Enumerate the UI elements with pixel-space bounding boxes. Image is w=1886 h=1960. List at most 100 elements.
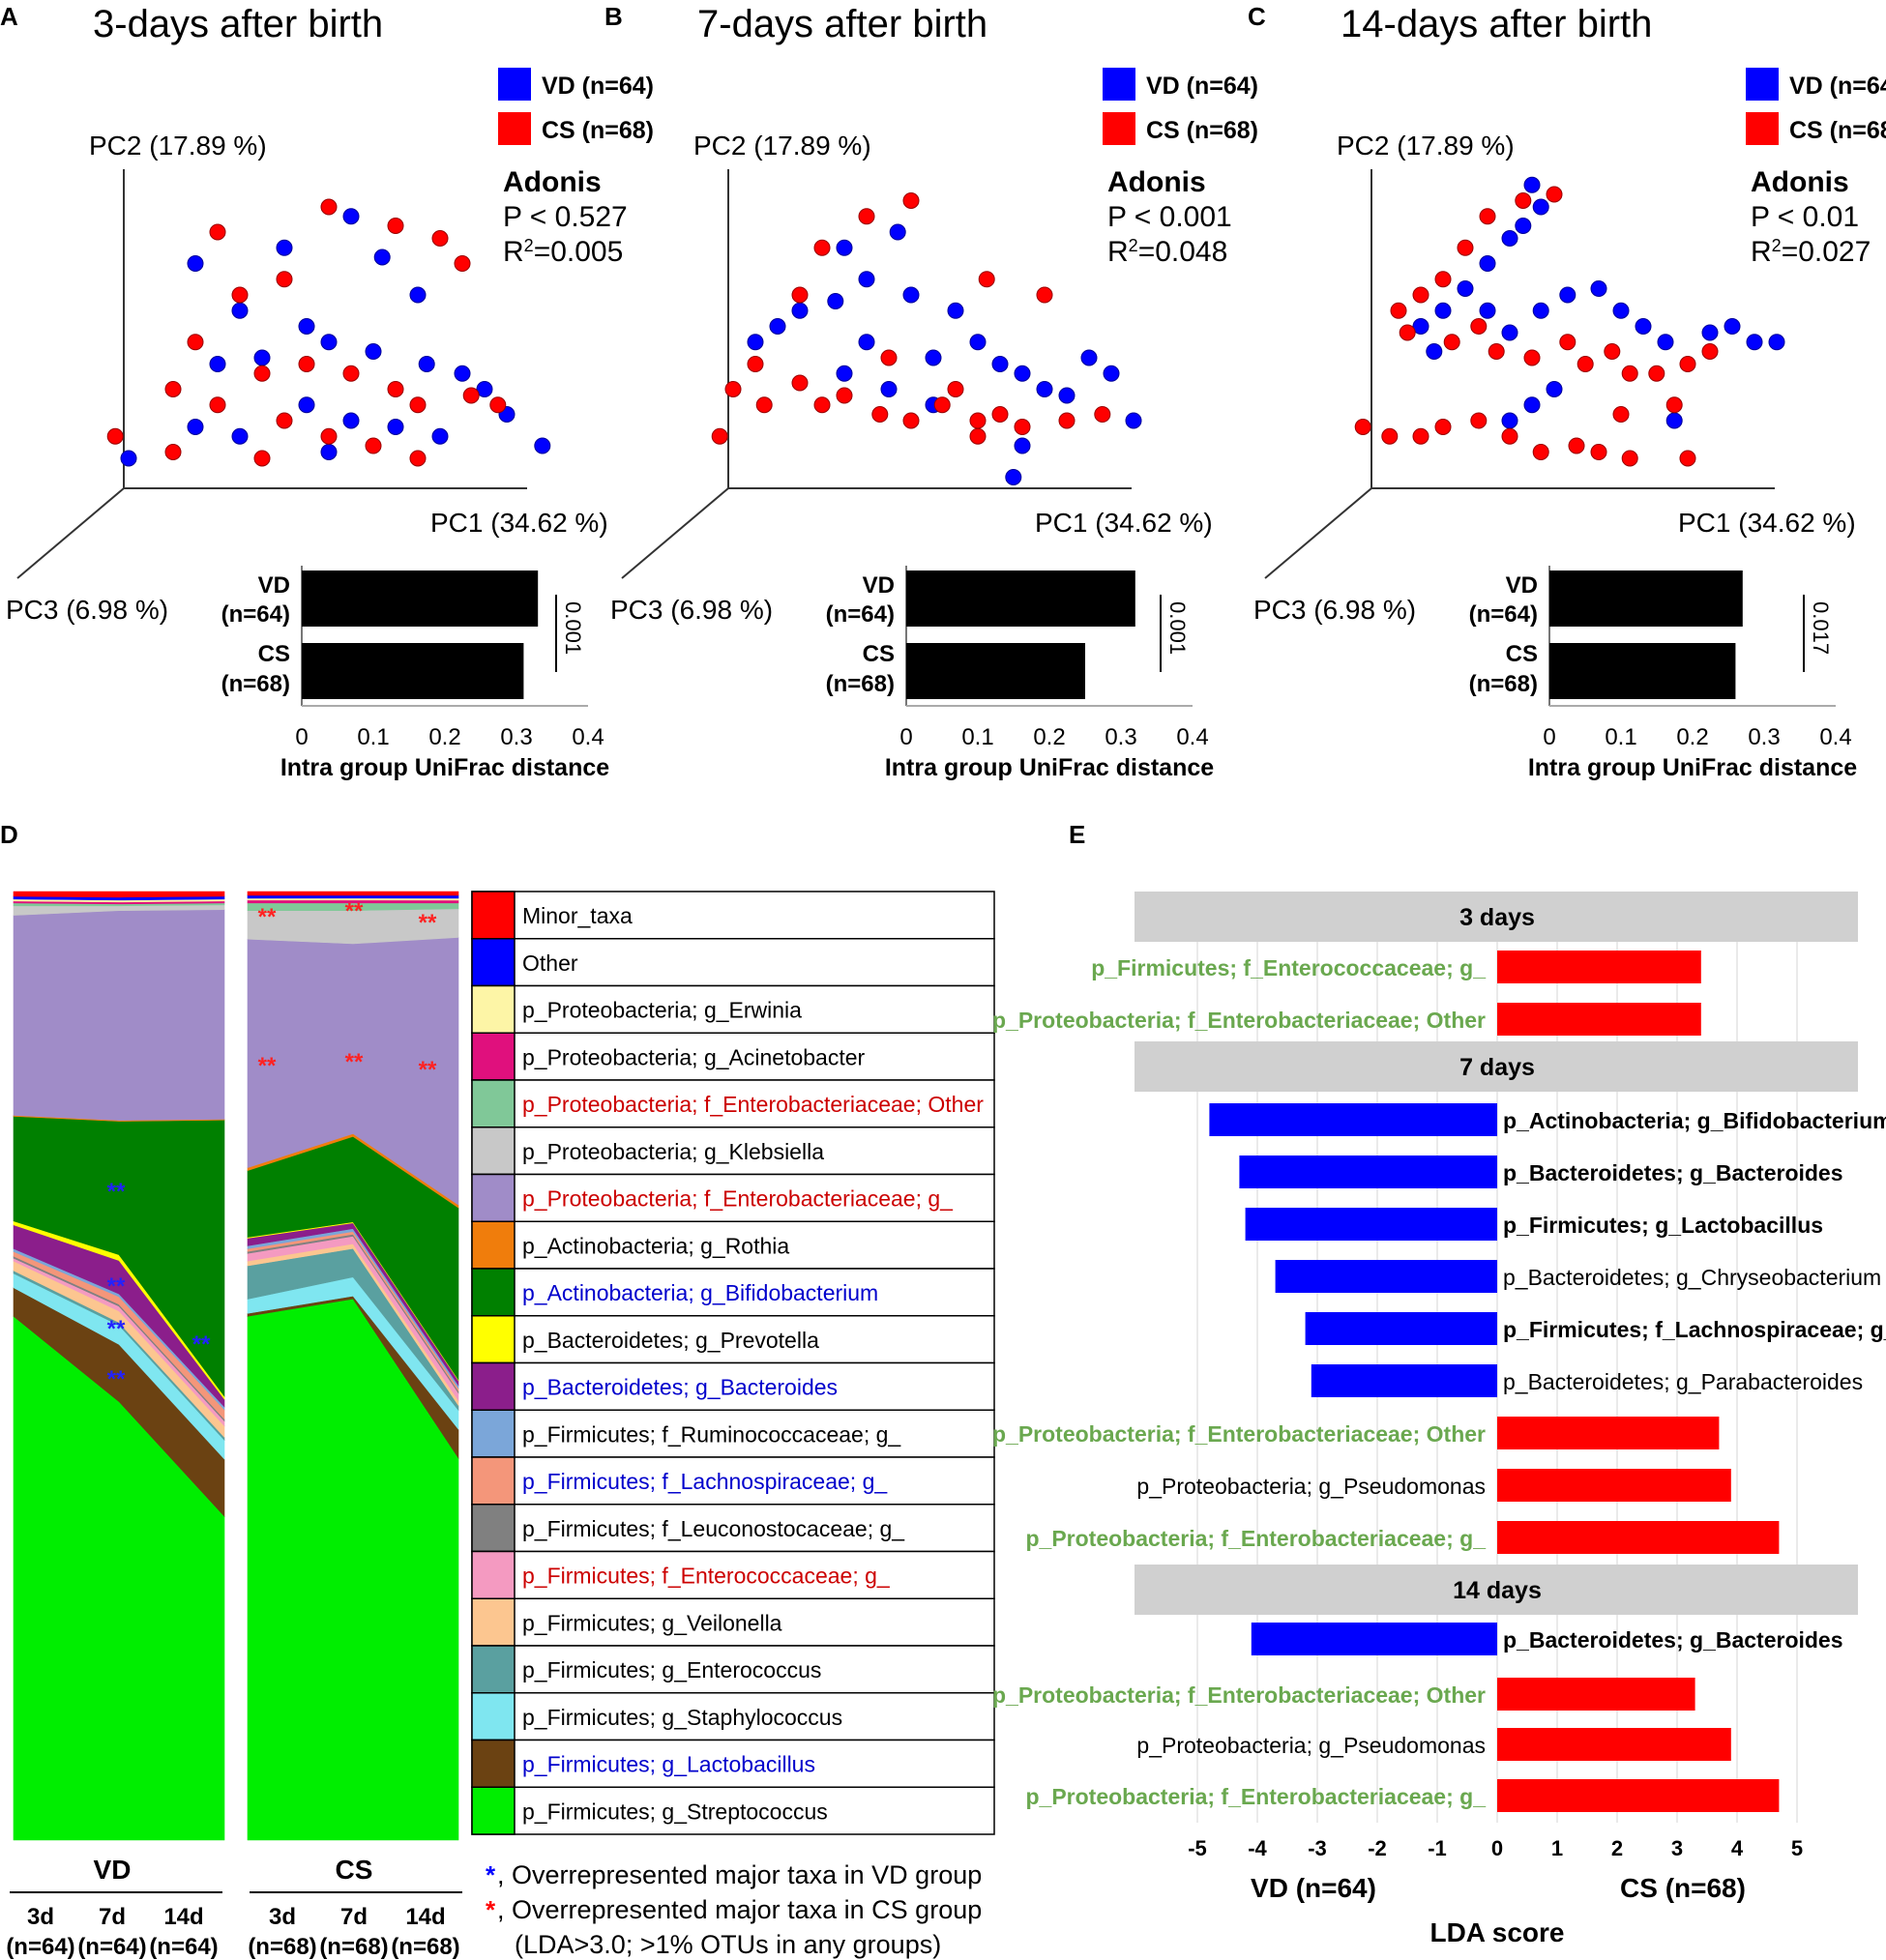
legend-label: p_Actinobacteria; g_Rothia xyxy=(522,1233,789,1258)
vd-point xyxy=(1523,396,1541,414)
legend-swatch xyxy=(471,1409,516,1458)
legend-row xyxy=(471,938,995,987)
adonis-title: Adonis xyxy=(503,166,602,198)
cs-lda-bar xyxy=(1497,1003,1701,1036)
lda-tick-label: -4 xyxy=(1248,1836,1267,1860)
taxon-label: p_Bacteroidetes; g_Bacteroides xyxy=(1503,1160,1843,1185)
panel-a: A 3-days after birth VD (n=64) CS (n=68) PC2… xyxy=(0,2,654,781)
cs-lda-bar xyxy=(1497,1521,1780,1554)
legend-swatch xyxy=(471,891,516,940)
panel-letter: B xyxy=(604,2,623,31)
cs-point xyxy=(724,381,742,397)
vd-point xyxy=(342,208,360,225)
legend-swatch xyxy=(471,1079,516,1128)
cs-point xyxy=(231,286,249,304)
vd-point xyxy=(827,293,844,309)
cs-point xyxy=(871,406,889,423)
vd-point xyxy=(1479,255,1496,272)
cs-point xyxy=(1412,286,1429,304)
significance-marker: ** xyxy=(107,1179,126,1205)
significance-marker: ** xyxy=(345,1049,364,1075)
cs-legend-label: CS (n=68) xyxy=(1789,117,1886,144)
vd-point xyxy=(1746,334,1763,351)
cs-point xyxy=(902,412,920,429)
legend-label: p_Actinobacteria; g_Bifidobacterium xyxy=(522,1280,878,1305)
legend-row xyxy=(471,1268,995,1317)
group-header: 14 days xyxy=(1453,1577,1542,1604)
cs-bar-n: (n=68) xyxy=(221,671,290,697)
group-header: 7 days xyxy=(1459,1054,1535,1081)
vd-point xyxy=(1426,343,1443,360)
legend-label: p_Proteobacteria; g_Acinetobacter xyxy=(522,1044,866,1069)
vd-point xyxy=(1014,437,1031,454)
panel-letter: C xyxy=(1248,2,1266,31)
inset-tick-label: 0.4 xyxy=(1176,724,1208,750)
vd-bar-label: VD xyxy=(1506,572,1538,599)
vd-point xyxy=(1005,469,1022,485)
significance-marker: ** xyxy=(192,1331,211,1358)
timepoint-label: 14d xyxy=(405,1904,445,1930)
cs-legend-label: CS (n=68) xyxy=(1146,117,1258,144)
legend-swatch xyxy=(471,1645,516,1694)
cs-point xyxy=(813,396,831,414)
vd-bar-n: (n=64) xyxy=(826,601,895,628)
cs-point xyxy=(387,381,404,397)
cs-point xyxy=(164,444,182,460)
vd-point xyxy=(1523,176,1541,193)
vd-lda-bar xyxy=(1311,1364,1497,1397)
pc1-label: PC1 (34.62 %) xyxy=(1035,508,1213,538)
pc3-label: PC3 (6.98 %) xyxy=(610,595,773,625)
panel-title: 7-days after birth xyxy=(697,3,987,45)
vd-point xyxy=(320,444,338,460)
legend-row xyxy=(471,1550,995,1599)
cs-point xyxy=(1094,406,1111,423)
cs-point xyxy=(1679,450,1696,467)
cs-point xyxy=(880,349,898,366)
superscript: 2 xyxy=(1129,236,1138,255)
cs-point xyxy=(1621,450,1638,467)
cs-lda-bar xyxy=(1497,1417,1720,1449)
pc3-axis xyxy=(16,487,125,579)
legend-label: p_Proteobacteria; g_Erwinia xyxy=(522,998,802,1023)
cs-point xyxy=(1390,302,1407,319)
vd-legend-label: VD (n=64) xyxy=(1146,73,1258,100)
taxon-label: p_Firmicutes; f_Enterococcaceae; g_ xyxy=(1091,955,1486,980)
panel-letter: A xyxy=(0,2,18,31)
vd-point xyxy=(209,356,226,372)
timepoint-n: (n=68) xyxy=(319,1934,388,1960)
cs-point xyxy=(164,381,182,397)
cs-point xyxy=(1648,365,1665,382)
cs-point xyxy=(755,396,773,414)
legend-swatch xyxy=(471,1739,516,1788)
vd-point xyxy=(320,334,338,351)
cs-point xyxy=(747,356,764,372)
vd-point xyxy=(1080,349,1098,366)
legend-row xyxy=(471,1032,995,1081)
cs-lda-bar xyxy=(1497,951,1701,983)
inset-tick-label: 0.3 xyxy=(500,724,532,750)
panel-c: C 14-days after birth VD (n=64) CS (n=68) PC… xyxy=(1248,2,1886,781)
vd-point xyxy=(1036,381,1053,397)
vd-point xyxy=(836,239,853,256)
superscript: 2 xyxy=(524,236,534,255)
group-header: 3 days xyxy=(1459,904,1535,931)
legend-label: p_Firmicutes; f_Ruminococcaceae; g_ xyxy=(522,1421,901,1447)
cs-point xyxy=(1568,437,1585,454)
scatter-points xyxy=(711,192,1142,485)
significance-p: 0.001 xyxy=(561,601,585,655)
area-p-proteobacteria-f-enterobacteriaceae-g- xyxy=(13,909,225,1121)
vd-point xyxy=(454,365,471,382)
group-header-bg xyxy=(1135,1565,1858,1615)
vd-point xyxy=(769,318,786,335)
lda-tick-label: 0 xyxy=(1491,1836,1503,1860)
cs-point xyxy=(902,192,920,209)
cs-legend-swatch xyxy=(1103,112,1135,145)
timepoint-n: (n=64) xyxy=(6,1934,74,1960)
panel-letter: D xyxy=(0,820,18,849)
taxon-label: p_Bacteroidetes; g_Chryseobacterium xyxy=(1503,1265,1881,1290)
cs-point xyxy=(969,427,987,445)
adonis-p: P < 0.01 xyxy=(1751,201,1859,233)
legend-swatch xyxy=(471,1220,516,1270)
cs-area-block xyxy=(247,891,459,1841)
